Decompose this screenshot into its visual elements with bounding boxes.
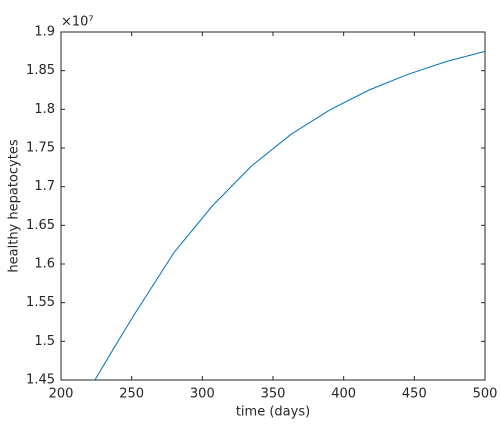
x-tick-label: 350 bbox=[261, 387, 286, 402]
y-tick-label: 1.8 bbox=[34, 102, 55, 117]
y-tick-label: 1.6 bbox=[34, 257, 55, 272]
y-tick-label: 1.7 bbox=[34, 179, 55, 194]
y-tick-label: 1.45 bbox=[26, 373, 55, 388]
y-exponent: ×10⁷ bbox=[61, 15, 94, 30]
data-line bbox=[94, 50, 485, 380]
y-tick-label: 1.65 bbox=[26, 218, 55, 233]
x-tick-label: 300 bbox=[190, 387, 215, 402]
x-tick-label: 200 bbox=[49, 387, 74, 402]
y-tick-label: 1.85 bbox=[26, 63, 55, 78]
x-axis-label: time (days) bbox=[236, 405, 310, 420]
y-tick-label: 1.9 bbox=[34, 25, 55, 40]
y-tick-label: 1.75 bbox=[26, 141, 55, 156]
x-tick-label: 250 bbox=[119, 387, 144, 402]
y-tick-label: 1.55 bbox=[26, 295, 55, 310]
x-tick-label: 500 bbox=[473, 387, 498, 402]
plot-box bbox=[60, 31, 486, 381]
y-axis-label: healthy hepatocytes bbox=[7, 139, 22, 272]
y-tick-label: 1.5 bbox=[34, 334, 55, 349]
x-tick-label: 400 bbox=[331, 387, 356, 402]
x-tick-label: 450 bbox=[402, 387, 427, 402]
